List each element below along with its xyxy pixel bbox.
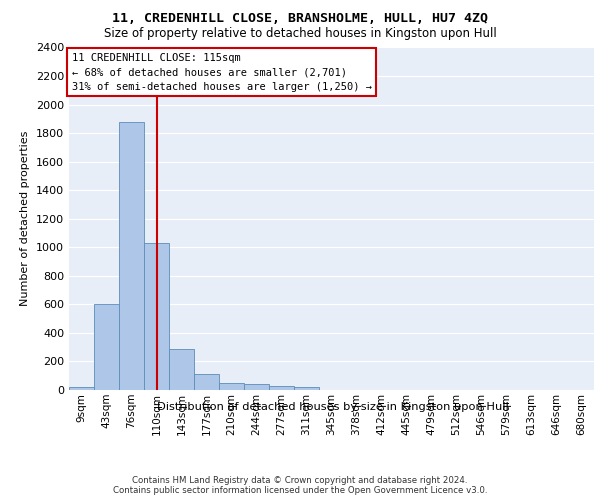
Bar xyxy=(119,122,144,390)
Y-axis label: Number of detached properties: Number of detached properties xyxy=(20,131,31,306)
Bar xyxy=(69,387,94,390)
Text: Size of property relative to detached houses in Kingston upon Hull: Size of property relative to detached ho… xyxy=(104,28,496,40)
Text: 11 CREDENHILL CLOSE: 115sqm
← 68% of detached houses are smaller (2,701)
31% of : 11 CREDENHILL CLOSE: 115sqm ← 68% of det… xyxy=(71,52,371,92)
Text: 11, CREDENHILL CLOSE, BRANSHOLME, HULL, HU7 4ZQ: 11, CREDENHILL CLOSE, BRANSHOLME, HULL, … xyxy=(112,12,488,26)
Bar xyxy=(269,386,294,390)
Bar xyxy=(294,387,319,390)
Bar xyxy=(194,374,219,390)
Bar xyxy=(144,243,169,390)
Bar xyxy=(244,384,269,390)
Bar xyxy=(219,383,244,390)
Text: Contains HM Land Registry data © Crown copyright and database right 2024.
Contai: Contains HM Land Registry data © Crown c… xyxy=(113,476,487,495)
Bar xyxy=(169,350,194,390)
Text: Distribution of detached houses by size in Kingston upon Hull: Distribution of detached houses by size … xyxy=(157,402,509,412)
Bar xyxy=(94,304,119,390)
